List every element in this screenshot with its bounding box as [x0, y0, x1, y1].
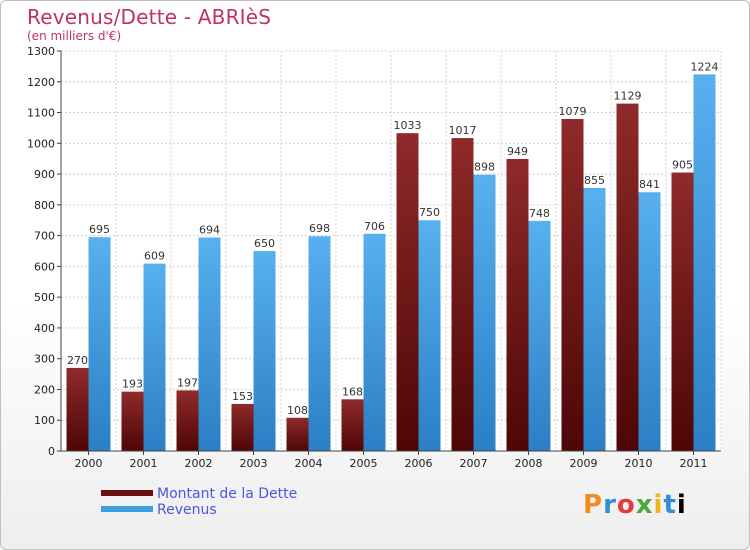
bar-debt	[286, 417, 309, 451]
value-label-debt: 193	[122, 378, 143, 391]
legend-swatch-revenus	[101, 506, 153, 512]
value-label-revenus: 841	[639, 178, 660, 191]
logo-letter: r	[603, 490, 617, 520]
bar-revenus	[693, 74, 716, 451]
value-label-revenus: 650	[254, 237, 275, 250]
value-label-debt: 1129	[614, 90, 642, 103]
logo-letter: P	[583, 490, 604, 520]
value-label-revenus: 750	[419, 206, 440, 219]
bar-revenus	[363, 233, 386, 451]
y-tick-label: 1000	[27, 137, 55, 150]
y-tick-label: 500	[34, 291, 55, 304]
x-tick-label: 2006	[405, 457, 433, 470]
y-tick-label: 400	[34, 322, 55, 335]
value-label-debt: 1033	[394, 119, 422, 132]
value-label-debt: 153	[232, 390, 253, 403]
y-tick-label: 800	[34, 199, 55, 212]
y-tick-label: 1200	[27, 76, 55, 89]
bar-revenus	[198, 237, 221, 451]
logo-letter: i	[653, 490, 664, 520]
logo-letter: i	[676, 490, 687, 520]
chart-subtitle: (en milliers d'€)	[27, 29, 122, 43]
bar-debt	[616, 103, 639, 451]
x-tick-label: 2001	[130, 457, 158, 470]
value-label-revenus: 855	[584, 174, 605, 187]
value-label-revenus: 748	[529, 207, 550, 220]
bar-debt	[121, 391, 144, 451]
proxiti-logo: Proxiti	[583, 490, 687, 520]
value-label-revenus: 694	[199, 223, 220, 236]
x-tick-label: 2009	[570, 457, 598, 470]
value-label-debt: 949	[507, 145, 528, 158]
logo-letter: o	[616, 490, 636, 520]
legend-label-revenus: Revenus	[157, 502, 217, 518]
bar-debt	[341, 399, 364, 451]
value-label-debt: 197	[177, 376, 198, 389]
x-tick-label: 2008	[515, 457, 543, 470]
x-tick-label: 2003	[240, 457, 268, 470]
y-tick-label: 0	[48, 445, 55, 458]
y-tick-label: 200	[34, 383, 55, 396]
value-label-debt: 270	[67, 354, 88, 367]
bar-revenus	[308, 236, 331, 451]
value-label-revenus: 609	[144, 250, 165, 263]
y-tick-label: 900	[34, 168, 55, 181]
value-label-debt: 905	[672, 159, 693, 172]
x-tick-label: 2005	[350, 457, 378, 470]
logo-letter: t	[663, 490, 677, 520]
bar-debt	[671, 172, 694, 452]
y-tick-label: 100	[34, 414, 55, 427]
bar-revenus	[143, 263, 166, 451]
bar-revenus	[528, 220, 551, 451]
bar-revenus	[473, 174, 496, 451]
y-tick-label: 1100	[27, 107, 55, 120]
bar-debt	[176, 390, 199, 451]
value-label-revenus: 698	[309, 222, 330, 235]
bar-debt	[66, 367, 89, 451]
legend-label-debt: Montant de la Dette	[157, 486, 298, 502]
value-label-debt: 168	[342, 385, 363, 398]
bar-revenus	[583, 187, 606, 451]
bar-revenus	[638, 192, 661, 451]
bar-debt	[506, 159, 529, 451]
bar-debt	[396, 133, 419, 451]
value-label-revenus: 706	[364, 220, 385, 233]
chart-title: Revenus/Dette - ABRIèS	[27, 5, 272, 29]
bar-revenus	[88, 237, 111, 451]
value-label-revenus: 898	[474, 161, 495, 174]
value-label-revenus: 1224	[691, 60, 719, 73]
x-tick-label: 2002	[185, 457, 213, 470]
logo-letter: x	[635, 490, 654, 520]
y-tick-label: 600	[34, 260, 55, 273]
legend-swatch-debt	[101, 490, 153, 496]
bar-debt	[561, 119, 584, 451]
x-tick-label: 2010	[625, 457, 653, 470]
bar-revenus	[253, 251, 276, 451]
bar-debt	[231, 403, 254, 451]
value-label-debt: 1079	[559, 105, 587, 118]
y-tick-label: 1300	[27, 45, 55, 58]
y-tick-label: 300	[34, 353, 55, 366]
x-tick-label: 2007	[460, 457, 488, 470]
x-tick-label: 2004	[295, 457, 323, 470]
x-tick-label: 2000	[75, 457, 103, 470]
value-label-revenus: 695	[89, 223, 110, 236]
value-label-debt: 1017	[449, 124, 477, 137]
y-tick-label: 700	[34, 230, 55, 243]
bar-revenus	[418, 220, 441, 451]
x-tick-label: 2011	[680, 457, 708, 470]
bar-debt	[451, 138, 474, 452]
value-label-debt: 108	[287, 404, 308, 417]
